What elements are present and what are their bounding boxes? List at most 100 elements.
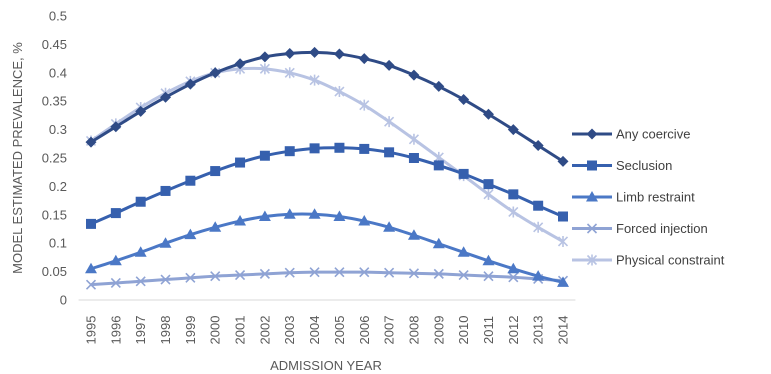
data-point	[284, 267, 295, 278]
data-point	[284, 67, 295, 79]
data-point	[134, 246, 147, 257]
data-point	[533, 200, 544, 211]
data-point	[408, 268, 420, 279]
data-point	[408, 133, 420, 145]
data-point	[407, 229, 420, 240]
data-point	[533, 221, 544, 233]
data-point	[309, 143, 320, 154]
data-point	[358, 53, 370, 65]
data-point	[259, 150, 270, 161]
data-point	[234, 58, 246, 70]
data-point	[457, 246, 470, 257]
data-point	[433, 80, 445, 92]
data-point	[408, 69, 420, 81]
data-point	[109, 254, 122, 266]
data-point	[258, 210, 271, 222]
data-point	[408, 153, 419, 163]
data-point	[284, 146, 295, 157]
data-point	[85, 279, 97, 290]
legend-label: Forced injection	[616, 221, 708, 236]
legend-label: Any coercive	[616, 127, 690, 142]
series-seclusion	[86, 142, 568, 229]
data-point	[508, 189, 519, 200]
data-point	[508, 272, 519, 283]
data-point	[482, 254, 495, 266]
data-point	[160, 91, 172, 103]
x-tick-label: 2012	[506, 316, 521, 345]
x-tick-label: 2007	[382, 316, 397, 345]
y-tick-label: 0.4	[49, 65, 67, 80]
series-physical-constraint	[85, 63, 569, 247]
legend-entry: Forced injection	[572, 221, 708, 236]
legend-marker	[586, 254, 598, 266]
data-point	[110, 208, 121, 219]
x-tick-label: 2010	[456, 316, 471, 345]
data-point	[184, 78, 196, 90]
x-tick-label: 2003	[282, 316, 297, 345]
x-axis: 1995 1996 1997 1998 1999 2000 2001 2002 2003 2004…	[78, 299, 576, 345]
series-limb-restraint	[85, 208, 569, 287]
data-point	[333, 210, 346, 222]
data-point	[86, 218, 96, 229]
legend-label: Physical constraint	[616, 253, 725, 268]
data-point	[458, 93, 470, 105]
data-point	[383, 59, 395, 71]
data-point	[110, 277, 121, 289]
data-point	[558, 211, 568, 222]
x-tick-label: 1999	[183, 316, 198, 345]
data-point	[85, 136, 97, 148]
x-tick-label: 2013	[531, 316, 546, 345]
data-point	[334, 86, 345, 98]
data-point	[507, 262, 520, 274]
legend-entry: Physical constraint	[572, 253, 725, 268]
y-tick-label: 0.1	[49, 236, 67, 251]
legend-marker	[586, 128, 598, 140]
y-tick-label: 0.45	[42, 37, 67, 52]
data-point	[482, 108, 494, 120]
data-point	[85, 262, 97, 274]
data-point	[557, 155, 569, 167]
data-point	[358, 215, 371, 226]
y-tick-label: 0.05	[42, 264, 67, 279]
legend-entry: Limb restraint	[572, 190, 695, 205]
x-axis-title: ADMISSION YEAR	[270, 358, 382, 373]
data-point	[432, 237, 445, 249]
data-point	[359, 143, 370, 154]
data-point	[259, 51, 271, 63]
series-layer	[85, 46, 569, 290]
x-tick-label: 2000	[208, 316, 223, 345]
series-forced-injection	[85, 267, 569, 290]
data-point	[135, 276, 146, 287]
legend-entry: Any coercive	[572, 127, 690, 142]
legend-marker	[586, 191, 598, 202]
data-point	[309, 46, 321, 58]
series-any-coercive	[85, 46, 569, 167]
x-tick-label: 2001	[233, 316, 248, 345]
data-point	[159, 237, 172, 248]
data-point	[160, 185, 171, 196]
data-point	[209, 221, 222, 232]
data-point	[234, 269, 246, 281]
series-line	[90, 270, 564, 287]
legend-label: Seclusion	[616, 158, 672, 173]
data-point	[210, 271, 221, 282]
x-tick-label: 1995	[84, 316, 99, 345]
y-tick-label: 0.15	[42, 207, 67, 222]
data-point	[309, 267, 320, 278]
data-point	[135, 196, 146, 207]
data-point	[185, 272, 196, 283]
y-tick-label: 0.3	[49, 122, 67, 137]
y-tick-label: 0.25	[42, 151, 67, 166]
data-point	[334, 267, 345, 278]
data-point	[483, 188, 494, 200]
data-point	[557, 276, 569, 287]
data-point	[334, 142, 345, 153]
legend-marker	[587, 160, 597, 171]
x-tick-label: 2009	[431, 316, 446, 345]
y-tick-label: 0.5	[49, 9, 67, 24]
y-tick-label: 0.2	[49, 179, 67, 194]
y-axis-title: MODEL ESTIMATED PREVALENCE, %	[10, 42, 25, 274]
x-tick-label: 1998	[158, 316, 173, 345]
data-point	[110, 121, 122, 133]
